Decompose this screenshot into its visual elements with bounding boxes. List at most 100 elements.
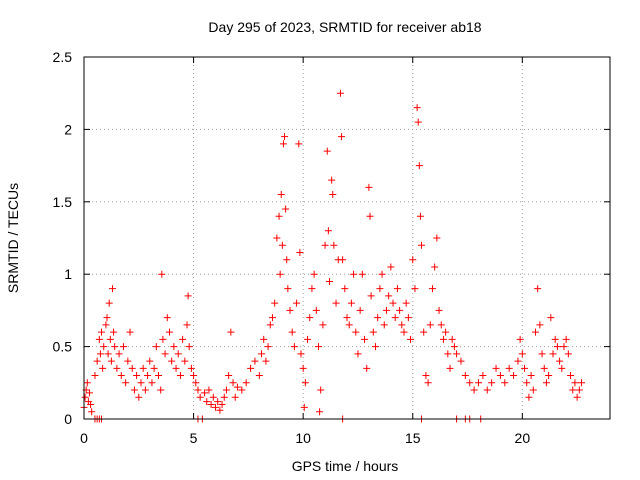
data-point <box>176 372 184 380</box>
data-point <box>111 343 119 351</box>
data-point <box>93 357 101 365</box>
data-point <box>268 314 276 322</box>
data-point <box>505 364 513 372</box>
data-point <box>194 386 202 394</box>
data-point <box>575 386 583 394</box>
data-point <box>338 133 346 141</box>
data-point <box>104 350 112 358</box>
data-point <box>310 270 318 278</box>
data-point <box>301 379 309 387</box>
data-point <box>374 314 382 322</box>
data-point <box>144 372 152 380</box>
data-point <box>212 403 219 411</box>
data-point <box>547 314 555 322</box>
data-point <box>341 285 349 293</box>
data-point <box>389 299 397 307</box>
data-point <box>428 285 436 293</box>
data-point <box>148 379 156 387</box>
data-point <box>300 403 308 411</box>
data-point <box>266 321 274 329</box>
data-point <box>527 372 535 380</box>
data-point <box>146 357 154 365</box>
data-point <box>117 372 125 380</box>
data-point <box>435 306 443 314</box>
data-point <box>391 314 399 322</box>
data-point <box>113 364 121 372</box>
data-point <box>242 379 250 387</box>
x-tick-label: 20 <box>515 430 531 446</box>
data-point <box>523 379 531 387</box>
data-point <box>529 386 537 394</box>
data-point <box>207 401 215 409</box>
data-point <box>442 328 450 336</box>
data-point <box>538 350 546 358</box>
data-point <box>158 270 166 278</box>
data-point <box>531 328 539 336</box>
data-point <box>299 364 307 372</box>
data-point <box>278 241 286 249</box>
data-point <box>510 372 518 380</box>
data-point <box>102 321 110 329</box>
data-point <box>347 299 355 307</box>
data-point <box>475 379 482 387</box>
data-point <box>457 357 465 365</box>
data-point <box>209 393 217 401</box>
data-point <box>133 372 141 380</box>
data-point <box>514 357 522 365</box>
data-point <box>551 335 559 343</box>
data-point <box>281 133 289 141</box>
x-tick-label: 5 <box>190 430 198 446</box>
data-point <box>172 364 180 372</box>
data-point <box>192 379 200 387</box>
data-point <box>276 270 284 278</box>
x-tick-label: 15 <box>405 430 421 446</box>
data-point <box>273 234 281 242</box>
data-point <box>163 314 171 322</box>
y-tick-label: 2.5 <box>53 49 73 65</box>
data-point <box>321 241 329 249</box>
data-point <box>306 314 314 322</box>
data-point <box>283 256 291 264</box>
x-tick-label: 0 <box>80 430 88 446</box>
data-point <box>567 372 575 380</box>
data-point <box>363 364 371 372</box>
data-point <box>284 285 292 293</box>
data-point <box>325 277 333 285</box>
data-point <box>542 379 550 387</box>
data-point <box>404 314 412 322</box>
data-point <box>418 241 426 249</box>
data-point <box>106 335 114 343</box>
data-point <box>376 285 384 293</box>
data-point <box>181 357 189 365</box>
data-point <box>413 104 421 112</box>
data-point <box>279 140 287 148</box>
data-point <box>424 379 432 387</box>
data-point <box>492 364 500 372</box>
data-point <box>431 263 439 271</box>
data-point <box>159 335 167 343</box>
data-point <box>400 328 408 336</box>
data-point <box>521 364 529 372</box>
data-point <box>483 386 491 394</box>
data-point <box>183 321 191 329</box>
data-point <box>100 343 108 351</box>
data-point <box>81 393 89 401</box>
data-point <box>98 328 106 336</box>
data-point <box>496 372 504 380</box>
data-point <box>218 401 226 409</box>
data-point <box>571 379 579 387</box>
data-point <box>222 386 230 394</box>
data-point <box>216 406 224 414</box>
data-point <box>85 389 93 397</box>
data-point <box>393 285 401 293</box>
data-point <box>271 299 279 307</box>
data-point <box>444 350 452 358</box>
data-point <box>128 364 136 372</box>
data-point <box>446 364 454 372</box>
data-point <box>323 147 331 155</box>
data-point <box>187 364 195 372</box>
data-point <box>365 183 373 191</box>
data-point <box>277 191 285 199</box>
x-tick-label: 10 <box>295 430 311 446</box>
data-point <box>295 140 303 148</box>
